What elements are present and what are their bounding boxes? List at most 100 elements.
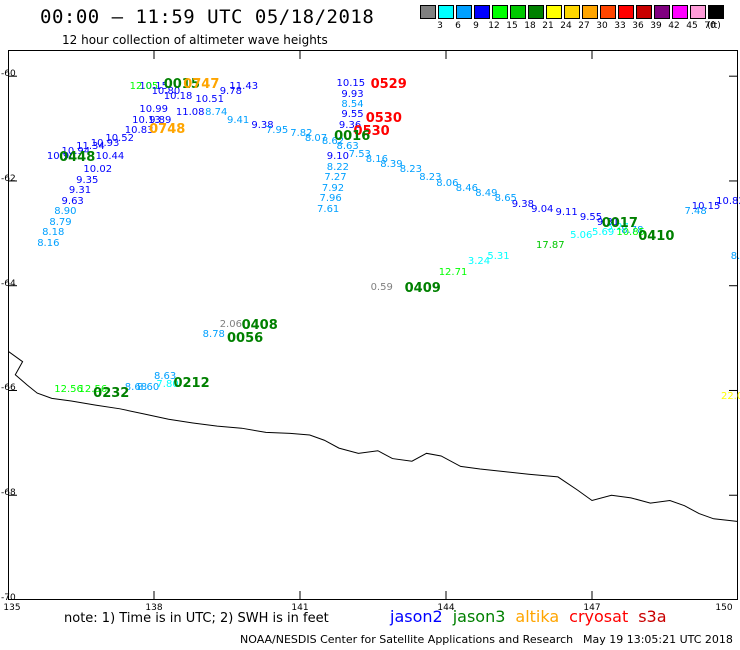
wave-height-value: 8.79 bbox=[49, 216, 72, 228]
color-scale-swatch bbox=[492, 5, 508, 19]
wave-height-value: 8.78 bbox=[202, 329, 225, 341]
wave-height-value: 7.95 bbox=[265, 125, 289, 137]
wave-height-value: 8.23 bbox=[399, 164, 423, 176]
wave-height-value: 11.34 bbox=[76, 140, 105, 152]
footer-timestamp: May 19 13:05:21 UTC 2018 bbox=[583, 633, 733, 646]
wave-height-value: 10.52 bbox=[105, 133, 134, 145]
longitude-label: 150 bbox=[715, 603, 733, 613]
wave-height-value: 8.49 bbox=[475, 188, 498, 200]
wave-height-value: 9.31 bbox=[68, 185, 92, 197]
wave-height-value: 8.90 bbox=[54, 206, 77, 218]
pass-time-label: 0747 bbox=[183, 77, 220, 93]
longitude-label: 144 bbox=[437, 603, 455, 613]
wave-height-value: 7.92 bbox=[321, 182, 345, 194]
wave-height-value: 10.82 bbox=[716, 195, 740, 207]
wave-height-value: 9.55 bbox=[341, 109, 364, 121]
pass-time-label: 0448 bbox=[59, 150, 96, 166]
wave-height-value: 7.53 bbox=[348, 148, 371, 160]
wave-height-value: 10.83 bbox=[124, 125, 154, 137]
wave-height-value: 9.93 bbox=[341, 88, 364, 100]
color-scale-label: 45 bbox=[686, 21, 698, 31]
wave-height-value: 10.15 bbox=[336, 78, 366, 90]
color-scale-swatch bbox=[420, 5, 436, 19]
wave-height-value: 9.55 bbox=[579, 211, 603, 223]
color-scale-label: 24 bbox=[560, 21, 572, 31]
latitude-label: -60 bbox=[1, 69, 16, 80]
longitude-label: 138 bbox=[145, 603, 163, 613]
color-scale-label: 18 bbox=[524, 21, 536, 31]
color-scale-label: 3 bbox=[437, 21, 443, 31]
pass-time-label: 0410 bbox=[638, 228, 675, 244]
color-scale-swatch bbox=[456, 5, 472, 19]
color-scale-swatch bbox=[564, 5, 580, 19]
color-scale-label: 15 bbox=[506, 21, 518, 31]
color-scale-label: 36 bbox=[632, 21, 644, 31]
legend-s3a: s3a bbox=[638, 607, 667, 626]
wave-height-value: 8.2 bbox=[730, 250, 740, 262]
wave-height-value: 9.10 bbox=[326, 151, 350, 163]
wave-height-value: 7.80 bbox=[156, 379, 179, 391]
wave-height-value: 9.35 bbox=[76, 174, 99, 186]
color-scale-label: 39 bbox=[650, 21, 662, 31]
color-scale-swatch bbox=[600, 5, 616, 19]
wave-height-value: 9.04 bbox=[531, 203, 554, 215]
color-scale-label: 12 bbox=[488, 21, 500, 31]
wave-height-value: 10.13 bbox=[132, 114, 161, 126]
pass-time-label: 0056 bbox=[227, 331, 264, 347]
pass-time-label: 0212 bbox=[173, 375, 210, 391]
pass-time-label: 0017 bbox=[601, 215, 638, 231]
color-scale-swatch bbox=[546, 5, 562, 19]
wave-height-value: 8.16 bbox=[365, 154, 388, 165]
wave-height-value: 10.93 bbox=[90, 138, 120, 150]
wave-height-value: 12.71 bbox=[438, 266, 468, 278]
pass-time-label: 0530 bbox=[353, 124, 390, 140]
color-scale-label: 6 bbox=[455, 21, 461, 31]
color-scale-swatch bbox=[474, 5, 490, 19]
wave-height-value: 8.18 bbox=[42, 227, 65, 239]
pass-time-label: 0530 bbox=[365, 111, 402, 127]
color-scale-swatch bbox=[582, 5, 598, 19]
map-canvas bbox=[9, 51, 737, 599]
color-scale-swatch bbox=[528, 5, 544, 19]
wave-height-value: 7.61 bbox=[317, 203, 340, 215]
wave-height-value: 7.82 bbox=[290, 127, 313, 139]
wave-height-value: 8.63 bbox=[154, 371, 177, 383]
latitude-label: -70 bbox=[1, 593, 16, 603]
legend-jason2: jason2 bbox=[390, 607, 443, 626]
wave-height-value: 5.69 bbox=[592, 227, 615, 239]
wave-height-value: 5.06 bbox=[570, 229, 593, 241]
wave-height-value: 8.16 bbox=[37, 237, 60, 249]
color-scale-label: 21 bbox=[542, 21, 554, 31]
wave-height-value: 9.78 bbox=[219, 85, 242, 97]
wave-height-value: 17.87 bbox=[536, 240, 565, 252]
wave-height-value: 7.48 bbox=[684, 206, 707, 218]
wave-height-value: 10.51 bbox=[195, 93, 224, 105]
latitude-label: -64 bbox=[1, 278, 16, 289]
pass-time-label: 0529 bbox=[370, 77, 407, 93]
wave-height-value: 8.78 bbox=[621, 224, 644, 236]
pass-time-label: 0748 bbox=[149, 121, 186, 137]
wave-height-value: 10.18 bbox=[163, 91, 193, 103]
color-scale-label: 33 bbox=[614, 21, 626, 31]
latitude-label: -66 bbox=[1, 383, 16, 394]
wave-height-value: 9.36 bbox=[338, 119, 362, 131]
wave-height-value: 8.63 bbox=[336, 140, 359, 152]
color-scale-label: 30 bbox=[596, 21, 608, 31]
color-scale-label: 70 bbox=[704, 21, 716, 31]
map-title: 00:00 – 11:59 UTC 05/18/2018 bbox=[40, 6, 375, 28]
wave-height-value: 10.99 bbox=[139, 104, 169, 116]
latitude-label: -62 bbox=[1, 173, 16, 184]
wave-height-value: 10.15 bbox=[139, 80, 169, 92]
map-plot-area bbox=[8, 50, 738, 600]
color-scale-swatch bbox=[510, 5, 526, 19]
wave-height-value: 9.41 bbox=[227, 114, 250, 126]
latitude-label: -68 bbox=[1, 488, 16, 499]
wave-height-value: 8.06 bbox=[436, 177, 459, 189]
wave-height-value: 10.80 bbox=[151, 85, 181, 97]
wave-height-value: 12.05 bbox=[129, 80, 159, 92]
color-scale-label: 42 bbox=[668, 21, 680, 31]
wave-height-value: 8.74 bbox=[205, 106, 228, 118]
wave-height-value: 0.59 bbox=[370, 282, 393, 294]
color-scale-swatch bbox=[438, 5, 454, 19]
